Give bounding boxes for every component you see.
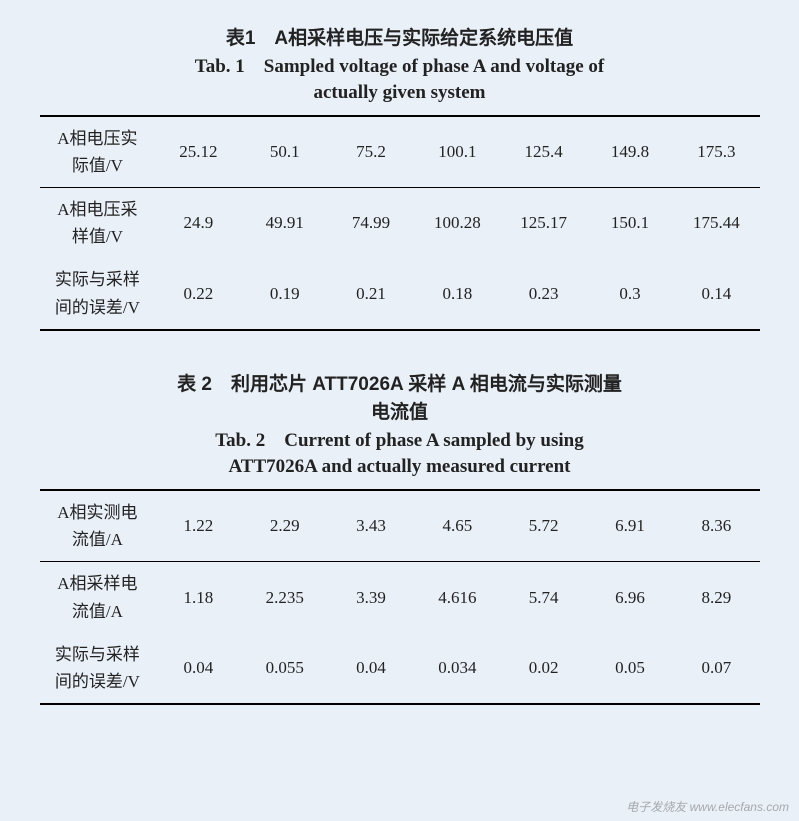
table-row: A相实测电 流值/A 1.22 2.29 3.43 4.65 5.72 6.91…	[40, 490, 760, 562]
cell-value: 100.28	[414, 188, 500, 259]
cell-value: 3.43	[328, 490, 414, 562]
row-label-line1: 实际与采样	[55, 645, 140, 664]
cell-value: 1.18	[155, 562, 241, 633]
table-row: 实际与采样 间的误差/V 0.04 0.055 0.04 0.034 0.02 …	[40, 633, 760, 704]
cell-value: 2.235	[242, 562, 328, 633]
row-label: 实际与采样 间的误差/V	[40, 258, 156, 329]
cell-value: 0.04	[328, 633, 414, 704]
cell-value: 0.04	[155, 633, 241, 704]
cell-value: 175.3	[673, 116, 759, 188]
table-row: 实际与采样 间的误差/V 0.22 0.19 0.21 0.18 0.23 0.…	[40, 258, 760, 329]
table-row: A相电压实 际值/V 25.12 50.1 75.2 100.1 125.4 1…	[40, 116, 760, 188]
cell-value: 5.72	[501, 490, 587, 562]
row-label: A相电压采 样值/V	[40, 188, 156, 259]
cell-value: 4.65	[414, 490, 500, 562]
cell-value: 0.07	[673, 633, 759, 704]
cell-value: 125.17	[501, 188, 587, 259]
table2-caption-en-line2: ATT7026A and actually measured current	[30, 454, 769, 481]
row-label-line2: 样值/V	[72, 227, 123, 246]
row-label-line1: A相采样电	[57, 574, 137, 593]
cell-value: 0.055	[242, 633, 328, 704]
cell-value: 5.74	[501, 562, 587, 633]
table1-caption: 表1 A相采样电压与实际给定系统电压值 Tab. 1 Sampled volta…	[30, 25, 769, 107]
cell-value: 50.1	[242, 116, 328, 188]
row-label-line2: 间的误差/V	[55, 672, 140, 691]
table2-caption-cn-line1: 表 2 利用芯片 ATT7026A 采样 A 相电流与实际测量	[30, 371, 769, 400]
cell-value: 2.29	[242, 490, 328, 562]
row-label-line2: 流值/A	[72, 602, 123, 621]
row-label: 实际与采样 间的误差/V	[40, 633, 156, 704]
table2-caption: 表 2 利用芯片 ATT7026A 采样 A 相电流与实际测量 电流值 Tab.…	[30, 371, 769, 481]
cell-value: 49.91	[242, 188, 328, 259]
cell-value: 125.4	[501, 116, 587, 188]
cell-value: 75.2	[328, 116, 414, 188]
table2: A相实测电 流值/A 1.22 2.29 3.43 4.65 5.72 6.91…	[40, 489, 760, 705]
row-label: A相电压实 际值/V	[40, 116, 156, 188]
cell-value: 150.1	[587, 188, 673, 259]
table-row: A相电压采 样值/V 24.9 49.91 74.99 100.28 125.1…	[40, 188, 760, 259]
cell-value: 6.96	[587, 562, 673, 633]
cell-value: 4.616	[414, 562, 500, 633]
row-label-line1: A相电压采	[57, 200, 137, 219]
cell-value: 74.99	[328, 188, 414, 259]
cell-value: 0.05	[587, 633, 673, 704]
cell-value: 0.02	[501, 633, 587, 704]
table1-caption-en-line1: Tab. 1 Sampled voltage of phase A and vo…	[30, 54, 769, 81]
cell-value: 0.23	[501, 258, 587, 329]
cell-value: 3.39	[328, 562, 414, 633]
table1-caption-en-line2: actually given system	[30, 80, 769, 107]
cell-value: 0.3	[587, 258, 673, 329]
cell-value: 149.8	[587, 116, 673, 188]
row-label-line2: 际值/V	[72, 156, 123, 175]
row-label-line1: A相电压实	[57, 129, 137, 148]
cell-value: 100.1	[414, 116, 500, 188]
cell-value: 0.18	[414, 258, 500, 329]
table2-caption-cn-line2: 电流值	[30, 399, 769, 428]
row-label: A相采样电 流值/A	[40, 562, 156, 633]
table-row: A相采样电 流值/A 1.18 2.235 3.39 4.616 5.74 6.…	[40, 562, 760, 633]
row-label: A相实测电 流值/A	[40, 490, 156, 562]
cell-value: 8.36	[673, 490, 759, 562]
row-label-line2: 间的误差/V	[55, 298, 140, 317]
cell-value: 24.9	[155, 188, 241, 259]
row-label-line1: 实际与采样	[55, 270, 140, 289]
table2-caption-en-line1: Tab. 2 Current of phase A sampled by usi…	[30, 428, 769, 455]
watermark-text: 电子发烧友 www.elecfans.com	[626, 798, 789, 815]
cell-value: 0.034	[414, 633, 500, 704]
table1-caption-cn: 表1 A相采样电压与实际给定系统电压值	[30, 25, 769, 54]
cell-value: 0.19	[242, 258, 328, 329]
cell-value: 0.14	[673, 258, 759, 329]
cell-value: 0.21	[328, 258, 414, 329]
cell-value: 1.22	[155, 490, 241, 562]
cell-value: 0.22	[155, 258, 241, 329]
cell-value: 8.29	[673, 562, 759, 633]
row-label-line1: A相实测电	[57, 503, 137, 522]
table1: A相电压实 际值/V 25.12 50.1 75.2 100.1 125.4 1…	[40, 115, 760, 331]
row-label-line2: 流值/A	[72, 530, 123, 549]
cell-value: 25.12	[155, 116, 241, 188]
cell-value: 6.91	[587, 490, 673, 562]
spacer	[30, 331, 769, 371]
cell-value: 175.44	[673, 188, 759, 259]
